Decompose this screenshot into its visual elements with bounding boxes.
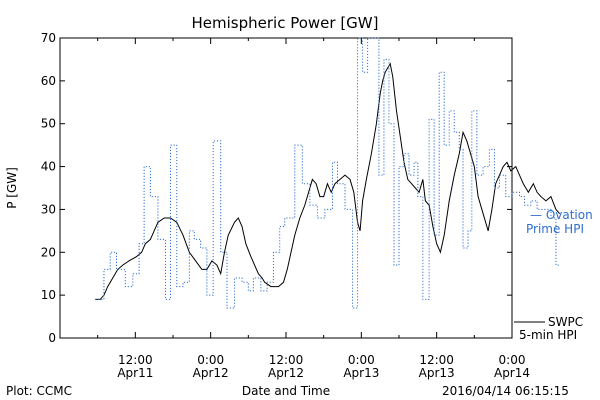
x-tick-date: Apr13 xyxy=(343,366,379,380)
y-tick-label: 70 xyxy=(41,31,56,45)
plot-frame xyxy=(59,37,513,339)
y-tick-label: 10 xyxy=(41,288,56,302)
y-tick-label: 50 xyxy=(41,117,56,131)
y-tick-label: 20 xyxy=(41,245,56,259)
x-tick-time: 0:00 xyxy=(348,353,375,367)
chart-title: Hemispheric Power [GW] xyxy=(192,14,379,32)
y-axis: 0 10 20 30 40 50 60 70 xyxy=(41,31,512,345)
y-tick-label: 60 xyxy=(41,74,56,88)
series-line-swpc xyxy=(95,62,561,300)
y-tick-label: 40 xyxy=(41,160,56,174)
legend-ovation-line2: Prime HPI xyxy=(526,222,584,236)
y-tick-label: 30 xyxy=(41,202,56,216)
series-layer xyxy=(95,37,561,309)
legend-swpc-line1: SWPC xyxy=(548,315,583,329)
x-tick-date: Apr11 xyxy=(117,366,153,380)
x-tick-time: 12:00 xyxy=(419,353,454,367)
x-tick-time: 12:00 xyxy=(269,353,304,367)
y-tick-label: 0 xyxy=(48,331,56,345)
x-tick-date: Apr14 xyxy=(494,366,530,380)
x-axis-label: Date and Time xyxy=(242,384,330,398)
series-line-ovation xyxy=(95,37,559,309)
y-axis-label: P [GW] xyxy=(5,167,19,209)
x-tick-date: Apr12 xyxy=(268,366,304,380)
timestamp: 2016/04/14 06:15:15 xyxy=(442,384,569,398)
x-tick-time: 0:00 xyxy=(499,353,526,367)
x-tick-time: 12:00 xyxy=(118,353,153,367)
plot-source: Plot: CCMC xyxy=(6,384,72,398)
x-tick-time: 0:00 xyxy=(197,353,224,367)
x-axis: 12:00Apr110:00Apr1212:00Apr120:00Apr1312… xyxy=(97,38,530,380)
x-tick-date: Apr12 xyxy=(193,366,229,380)
x-tick-date: Apr13 xyxy=(419,366,455,380)
legend-swpc-line2: 5-min HPI xyxy=(519,328,577,342)
legend-ovation-line1: — Ovation xyxy=(530,208,593,222)
